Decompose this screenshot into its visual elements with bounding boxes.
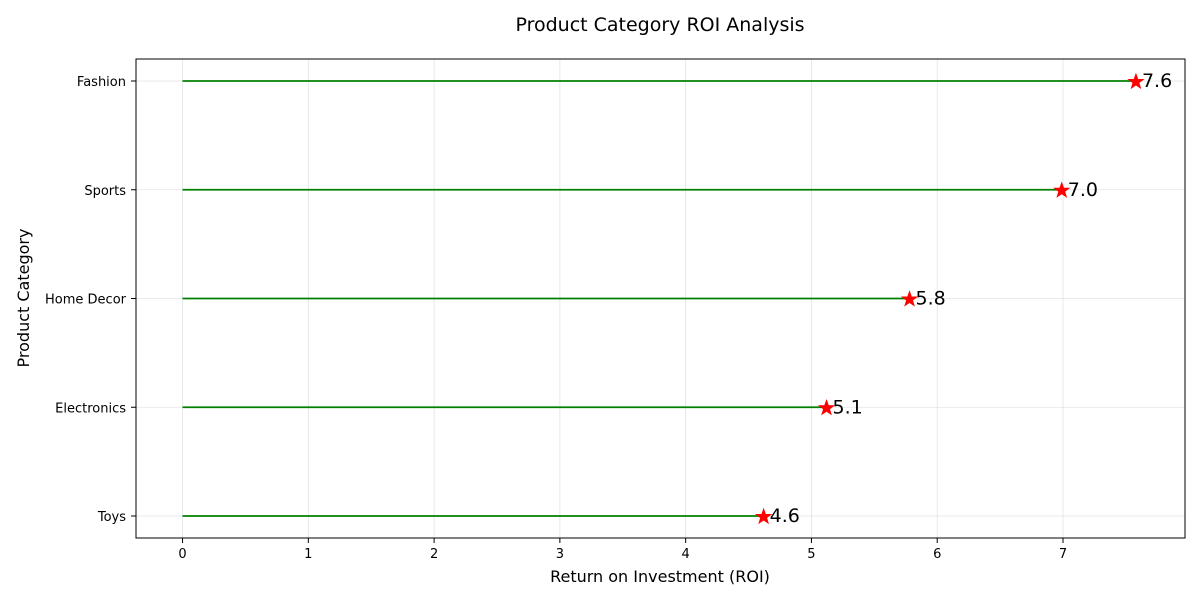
chart-title: Product Category ROI Analysis (515, 14, 804, 36)
lollipop-star-marker (754, 507, 773, 525)
x-axis-ticks: 0 1 2 3 4 5 6 7 (178, 538, 1067, 562)
y-tick-label-home-decor: Home Decor (45, 293, 127, 308)
x-tick-label: 1 (304, 547, 312, 562)
lollipop-star-marker (1127, 72, 1145, 90)
x-tick-label: 0 (178, 547, 186, 562)
x-tick-label: 7 (1059, 547, 1067, 562)
data-label: 5.1 (833, 396, 863, 418)
data-label: 5.8 (916, 288, 946, 310)
y-tick-label-electronics: Electronics (55, 401, 126, 416)
lollipop-star-marker (1053, 181, 1071, 198)
y-tick-label-toys: Toys (97, 510, 126, 525)
x-tick-label: 5 (807, 547, 815, 562)
x-tick-label: 4 (682, 547, 690, 562)
y-axis-label: Product Category (14, 229, 33, 368)
x-axis-label: Return on Investment (ROI) (550, 567, 770, 586)
y-tick-label-sports: Sports (84, 184, 126, 199)
x-tick-label: 2 (430, 547, 438, 562)
data-label-layer: 4.6 5.1 5.8 7.0 7.6 (770, 70, 1173, 527)
x-tick-label: 6 (933, 547, 941, 562)
stem-layer (182, 80, 1136, 517)
data-label: 7.6 (1142, 70, 1172, 92)
x-tick-label: 3 (556, 547, 564, 562)
y-axis-ticks: Toys Electronics Home Decor Sports Fashion (45, 75, 136, 525)
data-label: 7.0 (1068, 179, 1098, 201)
data-label: 4.6 (770, 505, 800, 527)
marker-layer (754, 72, 1145, 525)
lollipop-star-marker (817, 398, 836, 416)
y-tick-label-fashion: Fashion (77, 75, 126, 90)
lollipop-star-marker (900, 290, 919, 307)
